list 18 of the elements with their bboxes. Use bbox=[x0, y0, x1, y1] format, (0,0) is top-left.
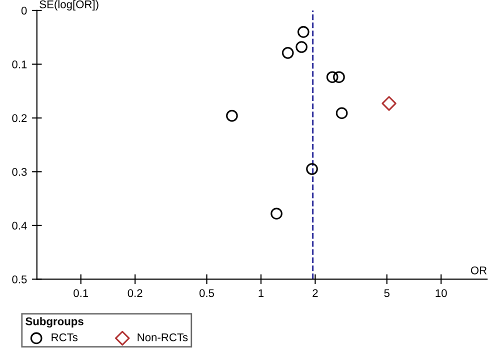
y-tick-label: 0 bbox=[21, 6, 27, 15]
x-tick-label: 0.1 bbox=[74, 289, 88, 298]
y-tick-label: 0.4 bbox=[12, 222, 27, 230]
x-axis-title: OR bbox=[470, 266, 487, 274]
legend-label: Non-RCTs bbox=[138, 333, 188, 342]
x-tick-label: 2 bbox=[312, 289, 318, 297]
y-tick-label: 0.3 bbox=[12, 168, 27, 176]
x-tick-label: 0.2 bbox=[128, 289, 142, 298]
legend-title: Subgroups bbox=[26, 317, 84, 328]
y-tick-label: 0.5 bbox=[12, 275, 27, 284]
y-tick-label: 0.2 bbox=[12, 114, 27, 122]
legend-label: RCTs bbox=[52, 333, 78, 342]
x-tick-label: 0.5 bbox=[199, 289, 214, 298]
x-tick-label: 10 bbox=[436, 289, 447, 298]
x-tick-label: 1 bbox=[258, 289, 264, 297]
x-tick-label: 5 bbox=[384, 289, 390, 298]
y-axis-title: SE(log[OR]) bbox=[40, 0, 98, 10]
y-tick-label: 0.1 bbox=[12, 60, 27, 68]
